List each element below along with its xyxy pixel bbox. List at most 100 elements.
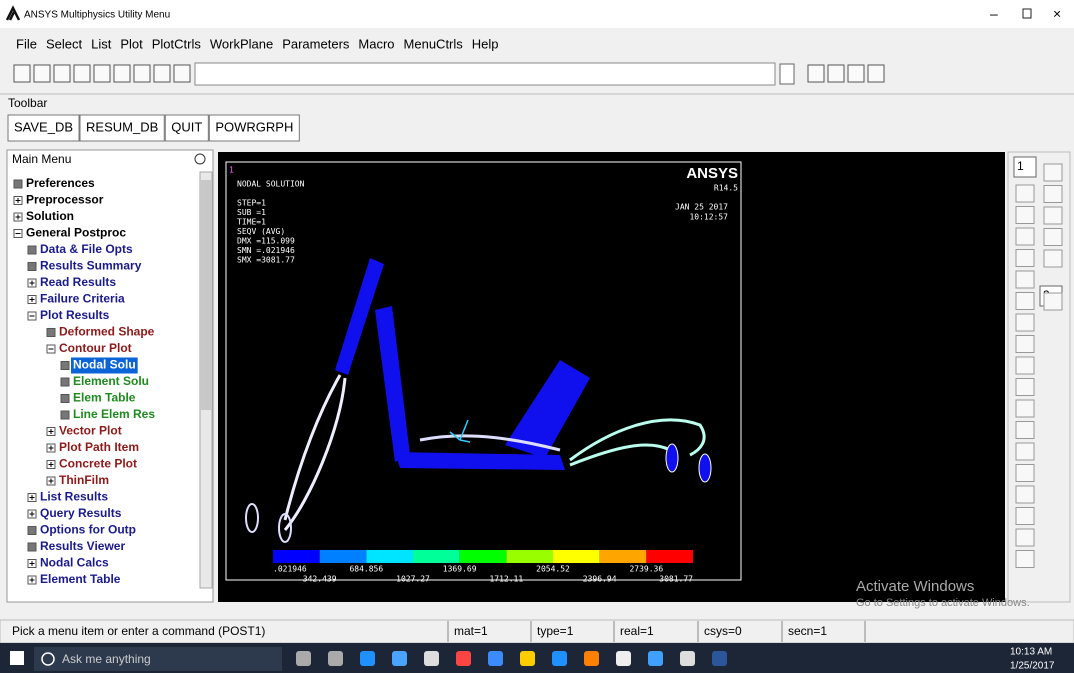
taskbar-app[interactable] (520, 651, 535, 666)
menu-tree-item[interactable]: ThinFilm (59, 473, 109, 487)
taskbar-app[interactable] (616, 651, 631, 666)
view-tool[interactable] (1016, 314, 1034, 331)
view-tool[interactable] (1016, 357, 1034, 374)
view-tool[interactable] (1044, 250, 1062, 267)
taskbar-app[interactable] (648, 651, 663, 666)
menu-item[interactable]: Parameters (282, 36, 350, 51)
menu-item[interactable]: PlotCtrls (152, 36, 202, 51)
view-tool[interactable] (1016, 465, 1034, 482)
taskbar-app[interactable] (424, 651, 439, 666)
menu-tree-item[interactable]: Results Summary (40, 259, 142, 273)
view-tool[interactable] (1016, 400, 1034, 417)
tool-icon[interactable] (134, 65, 150, 82)
taskbar-app[interactable] (680, 651, 695, 666)
watermark-subtitle: Go to Settings to activate Windows. (856, 597, 1030, 609)
menu-item[interactable]: Plot (120, 36, 143, 51)
tool-icon[interactable] (34, 65, 50, 82)
taskbar-app[interactable] (392, 651, 407, 666)
menu-tree-item[interactable]: Preferences (26, 176, 95, 190)
view-tool[interactable] (1016, 271, 1034, 288)
menu-tree-item[interactable]: Vector Plot (59, 424, 122, 438)
legend-label: 1027.27 (396, 575, 430, 584)
tool-icon[interactable] (114, 65, 130, 82)
taskbar-app[interactable] (488, 651, 503, 666)
tool-icon[interactable] (868, 65, 884, 82)
taskbar-app[interactable] (552, 651, 567, 666)
view-tool[interactable] (1016, 185, 1034, 202)
menu-tree-item[interactable]: Preprocessor (26, 193, 104, 207)
legend-swatch (553, 550, 600, 563)
close-button[interactable]: × (1053, 6, 1061, 22)
view-tool[interactable] (1044, 207, 1062, 224)
menu-tree-item[interactable]: Nodal Calcs (40, 556, 109, 570)
tool-icon[interactable] (74, 65, 90, 82)
status-prompt[interactable]: Pick a menu item or enter a command (POS… (12, 624, 265, 638)
menu-tree-item[interactable]: General Postproc (26, 226, 126, 240)
view-tool[interactable] (1016, 551, 1034, 568)
menu-tree-item[interactable]: Contour Plot (59, 341, 132, 355)
tool-icon[interactable] (94, 65, 110, 82)
menu-tree-item[interactable]: Nodal Solu (73, 358, 136, 372)
view-tool[interactable] (1044, 164, 1062, 181)
view-tool[interactable] (1016, 250, 1034, 267)
menu-item[interactable]: File (16, 36, 37, 51)
taskbar-app[interactable] (360, 651, 375, 666)
menu-tree-item[interactable]: Plot Path Item (59, 440, 139, 454)
view-tool[interactable] (1016, 379, 1034, 396)
tool-icon[interactable] (154, 65, 170, 82)
menu-tree-item[interactable]: Data & File Opts (40, 242, 133, 256)
menu-tree-item[interactable]: Read Results (40, 275, 116, 289)
taskbar-app[interactable] (712, 651, 727, 666)
view-tool[interactable] (1044, 186, 1062, 203)
menu-tree-item[interactable]: Plot Results (40, 308, 110, 322)
view-tool[interactable] (1016, 422, 1034, 439)
view-tool[interactable] (1016, 486, 1034, 503)
menu-item[interactable]: WorkPlane (210, 36, 273, 51)
view-tool[interactable] (1044, 293, 1062, 310)
tool-icon[interactable] (174, 65, 190, 82)
menu-tree-item[interactable]: Solution (26, 209, 74, 223)
view-tool[interactable] (1016, 508, 1034, 525)
tree-icon (47, 329, 55, 337)
minimize-button[interactable]: – (990, 6, 998, 22)
menu-tree-item[interactable]: Element Table (40, 572, 121, 586)
tool-icon[interactable] (848, 65, 864, 82)
menu-tree-item[interactable]: Options for Outp (40, 523, 136, 537)
start-button[interactable] (10, 651, 24, 665)
view-tool[interactable] (1016, 207, 1034, 224)
taskbar-app[interactable] (456, 651, 471, 666)
menu-item[interactable]: Help (472, 36, 499, 51)
menu-tree-item[interactable]: Query Results (40, 506, 122, 520)
legend-swatch (460, 550, 507, 563)
tool-icon[interactable] (828, 65, 844, 82)
tool-icon[interactable] (54, 65, 70, 82)
menu-tree-item[interactable]: List Results (40, 490, 108, 504)
menu-tree-item[interactable]: Deformed Shape (59, 325, 155, 339)
menu-item[interactable]: List (91, 36, 112, 51)
menu-scroll-thumb[interactable] (201, 180, 211, 410)
menu-item[interactable]: Select (46, 36, 83, 51)
command-input[interactable] (195, 63, 775, 85)
menu-item[interactable]: MenuCtrls (404, 36, 464, 51)
menu-item[interactable]: Macro (358, 36, 394, 51)
taskbar-app[interactable] (296, 651, 311, 666)
menu-tree-item[interactable]: Element Solu (73, 374, 149, 388)
menu-tree-item[interactable]: Concrete Plot (59, 457, 137, 471)
view-tool[interactable] (1016, 529, 1034, 546)
menu-tree-item[interactable]: Line Elem Res (73, 407, 155, 421)
view-tool[interactable] (1044, 229, 1062, 246)
taskbar-app[interactable] (584, 651, 599, 666)
tool-icon[interactable] (14, 65, 30, 82)
command-dropdown[interactable] (780, 64, 794, 84)
menu-tree-item[interactable]: Failure Criteria (40, 292, 125, 306)
tool-icon[interactable] (808, 65, 824, 82)
legend-label: 1369.69 (443, 565, 477, 574)
view-tool[interactable] (1016, 293, 1034, 310)
legend-label: 3081.77 (659, 575, 693, 584)
taskbar-app[interactable] (328, 651, 343, 666)
view-tool[interactable] (1016, 443, 1034, 460)
view-tool[interactable] (1016, 228, 1034, 245)
menu-tree-item[interactable]: Elem Table (73, 391, 136, 405)
menu-tree-item[interactable]: Results Viewer (40, 539, 125, 553)
view-tool[interactable] (1016, 336, 1034, 353)
